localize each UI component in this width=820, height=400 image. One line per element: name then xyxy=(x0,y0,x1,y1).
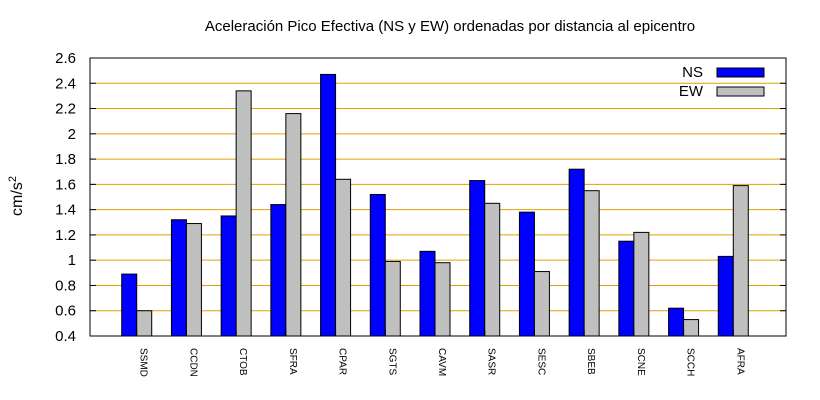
bar-ew-ctob xyxy=(235,90,252,337)
bar-ew-sgts xyxy=(384,260,401,337)
bar-ew-sasr xyxy=(484,202,501,337)
bar-ns-sesc xyxy=(518,211,535,337)
bar-ns-ssmd xyxy=(121,273,138,337)
y-tick-label: 2.2 xyxy=(55,101,76,118)
y-tick-label: 1.6 xyxy=(55,176,76,193)
bar-ns-ctob xyxy=(220,215,237,337)
bar-ew-sesc xyxy=(533,271,550,337)
bar-ew-cavm xyxy=(434,262,451,337)
bar-ns-cpar xyxy=(320,73,337,337)
x-tick-label: CCDN xyxy=(187,348,198,377)
y-tick-label: 2.6 xyxy=(55,50,76,67)
bar-ew-scch xyxy=(683,319,700,337)
y-tick-label: 2 xyxy=(68,126,76,143)
legend-label-ew: EW xyxy=(679,83,704,100)
x-tick-label: SBEB xyxy=(585,348,596,375)
bar-ew-ccdn xyxy=(185,223,202,337)
x-tick-label: CTOB xyxy=(237,348,248,376)
y-tick-label: 0.4 xyxy=(55,328,76,345)
bar-ns-afra xyxy=(717,255,734,337)
y-tick-label: 1 xyxy=(68,252,76,269)
x-tick-label: CAVM xyxy=(436,348,447,376)
bar-ew-sfra xyxy=(285,113,302,337)
y-axis: 0.4 0.6 0.8 1 1.2 1.4 1.6 1.8 2 2.2 2.4 2.6 xyxy=(55,50,786,345)
bar-ew-sbeb xyxy=(583,190,600,337)
x-tick-label: SSMD xyxy=(138,348,149,377)
x-tick-label: SCCH xyxy=(685,348,696,376)
legend-swatch-ns xyxy=(716,67,765,78)
bars xyxy=(121,73,749,337)
bar-ns-scch xyxy=(668,307,685,337)
bar-ns-sasr xyxy=(469,180,486,337)
bar-ns-cavm xyxy=(419,250,436,337)
legend: NS EW xyxy=(679,64,765,100)
x-tick-label: CPAR xyxy=(337,348,348,375)
bar-ns-sgts xyxy=(369,193,386,337)
bar-ew-cpar xyxy=(335,178,352,337)
x-tick-label: AFRA xyxy=(734,348,745,375)
y-tick-label: 1.4 xyxy=(55,202,76,219)
bar-ew-ssmd xyxy=(136,310,153,337)
y-tick-label: 0.6 xyxy=(55,303,76,320)
x-tick-label: SESC xyxy=(535,348,546,375)
x-tick-label: SFRA xyxy=(287,348,298,375)
y-tick-label: 1.8 xyxy=(55,151,76,168)
bar-ns-scne xyxy=(618,240,635,337)
bar-ns-sbeb xyxy=(568,168,585,337)
bar-ew-scne xyxy=(633,231,650,337)
bar-ns-sfra xyxy=(270,204,287,337)
y-tick-label: 2.4 xyxy=(55,75,76,92)
x-tick-label: SCNE xyxy=(635,348,646,376)
legend-label-ns: NS xyxy=(682,64,703,81)
bar-ew-afra xyxy=(732,185,749,337)
plot-frame xyxy=(89,57,787,337)
x-axis: SSMD CCDN CTOB SFRA CPAR SGTS CAVM SASR SESC SBEB… xyxy=(136,330,745,377)
y-tick-label: 1.2 xyxy=(55,227,76,244)
grid-lines xyxy=(90,82,786,312)
y-axis-label: cm/s2 xyxy=(7,176,26,216)
legend-swatch-ew xyxy=(716,86,765,97)
bar-ns-ccdn xyxy=(170,219,187,337)
x-tick-label: SGTS xyxy=(386,348,397,376)
x-tick-label: SASR xyxy=(486,348,497,375)
y-tick-label: 0.8 xyxy=(55,277,76,294)
chart-title: Aceleración Pico Efectiva (NS y EW) orde… xyxy=(205,18,695,35)
